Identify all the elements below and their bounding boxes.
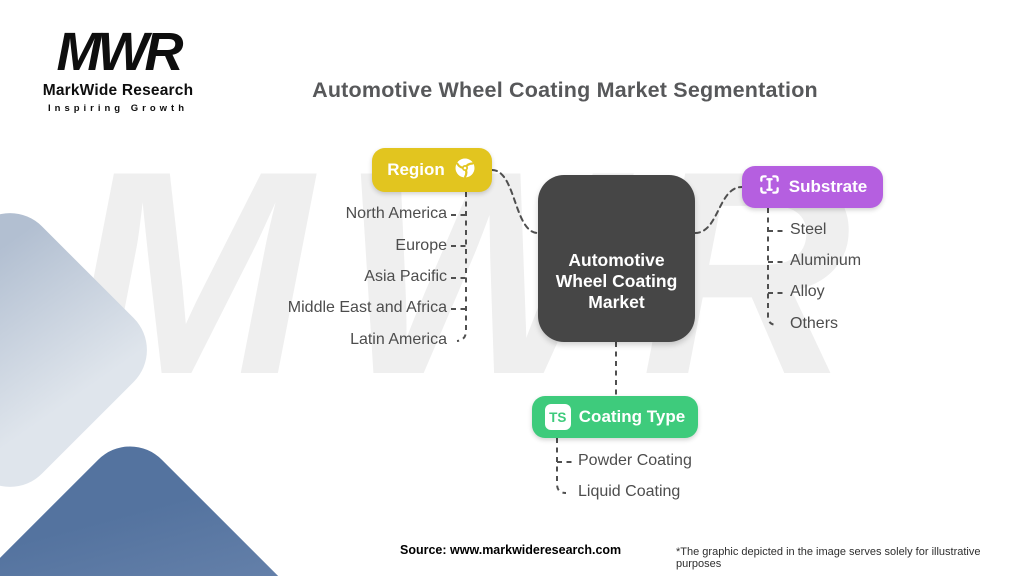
connector-region-vertical	[456, 192, 467, 342]
coating-type-badge-label: Coating Type	[578, 407, 686, 426]
region-item: Middle East and Africa	[287, 299, 447, 316]
disclaimer-text: *The graphic depicted in the image serve…	[676, 546, 981, 570]
region-item: Latin America	[350, 331, 447, 348]
region-badge: Region	[372, 148, 492, 192]
center-market-label: Automotive Wheel Coating Market	[555, 250, 678, 312]
source-text: Source: www.markwideresearch.com	[400, 543, 622, 557]
substrate-item: Aluminum	[790, 252, 862, 269]
logo-company-name: MarkWide Research	[42, 81, 194, 99]
connector-coating-vertical	[556, 438, 567, 494]
connector-center-to-substrate	[694, 186, 743, 234]
substrate-badge: Substrate	[742, 166, 883, 208]
connector-substrate-vertical	[767, 208, 778, 326]
page-title: Automotive Wheel Coating Market Segmenta…	[312, 78, 818, 102]
substrate-item: Steel	[790, 221, 827, 238]
region-item: Europe	[395, 237, 447, 254]
ts-chip-icon: TS	[544, 404, 571, 430]
substrate-item: Alloy	[790, 283, 825, 300]
coating-type-badge: TS Coating Type	[532, 396, 698, 438]
region-item: North America	[345, 205, 447, 222]
region-badge-label: Region	[387, 160, 445, 179]
coating-type-item: Liquid Coating	[578, 483, 681, 500]
center-market-node: Automotive Wheel Coating Market	[538, 175, 695, 342]
logo-mwr-text: MWR	[56, 22, 184, 82]
substrate-item: Others	[790, 315, 839, 332]
coating-type-item: Powder Coating	[578, 452, 692, 469]
logo-tagline: Inspiring Growth	[48, 102, 188, 114]
connector-region-to-center	[491, 169, 539, 234]
substrate-badge-label: Substrate	[788, 177, 868, 196]
transform-frame-icon	[758, 173, 781, 201]
globe-icon	[453, 156, 477, 185]
region-item: Asia Pacific	[364, 268, 447, 285]
markwide-logo: MWR MarkWide Research Inspiring Growth	[36, 24, 200, 114]
